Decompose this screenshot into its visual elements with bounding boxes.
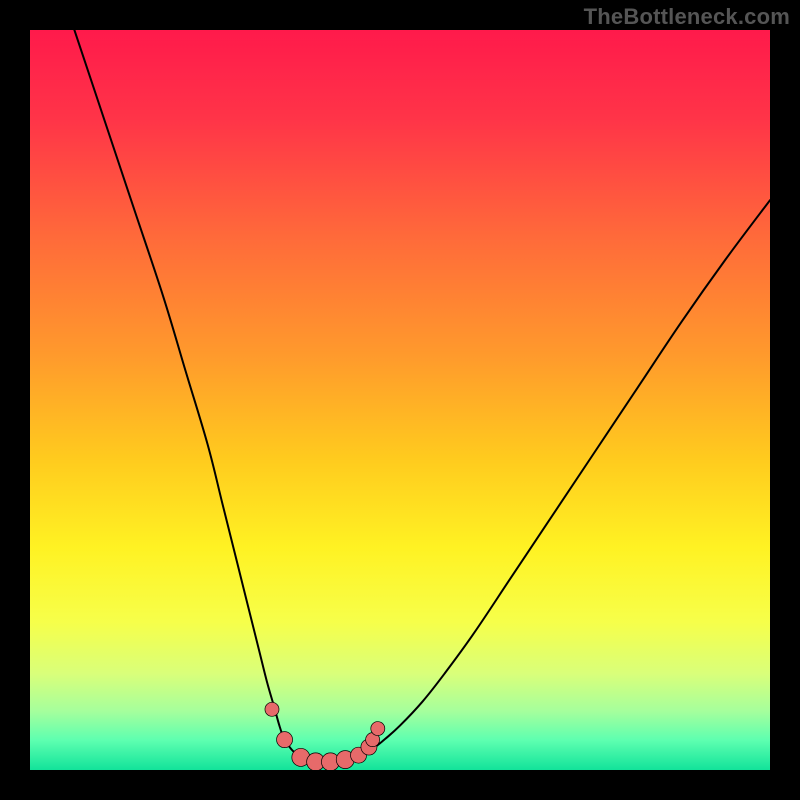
chart-svg [0, 0, 800, 800]
chart-stage: TheBottleneck.com [0, 0, 800, 800]
data-point [277, 732, 293, 748]
plot-background [30, 30, 770, 770]
data-point [265, 702, 279, 716]
data-point [371, 722, 385, 736]
watermark-text: TheBottleneck.com [584, 4, 790, 30]
